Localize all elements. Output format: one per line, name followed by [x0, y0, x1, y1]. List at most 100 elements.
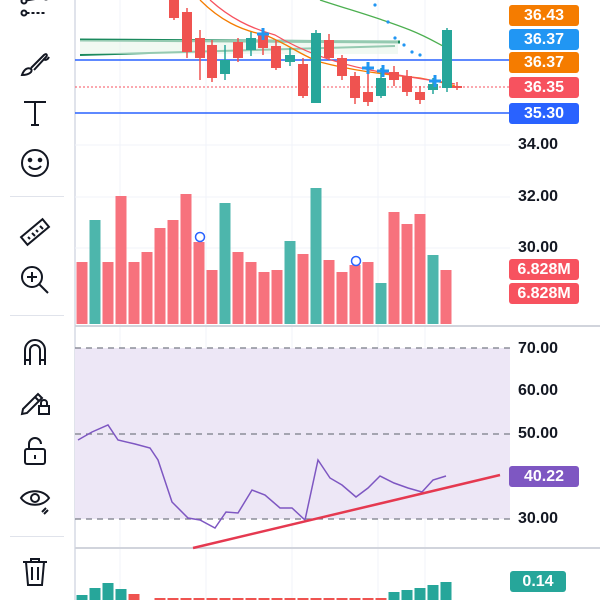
- ruler-tool-icon[interactable]: [12, 212, 58, 252]
- macd-bar: [271, 598, 283, 600]
- price-label-ma1: 36.43: [509, 5, 579, 26]
- volume-bar: [375, 283, 387, 324]
- unlock-tool-icon[interactable]: [12, 431, 58, 471]
- dot-indicator: [373, 3, 422, 57]
- candle-body: [376, 78, 386, 96]
- candle-body: [271, 46, 281, 68]
- volume-bar: [128, 262, 140, 324]
- volume-bar: [297, 254, 309, 324]
- candle-body: [402, 76, 412, 92]
- volume-bars[interactable]: [76, 188, 452, 324]
- candle-body: [337, 58, 347, 76]
- event-marker[interactable]: [194, 231, 206, 243]
- last-price-label: 36.35: [509, 77, 579, 98]
- macd-bar: [206, 598, 218, 600]
- macd-bar: [102, 583, 114, 600]
- event-marker[interactable]: [350, 255, 362, 267]
- macd-bar: [167, 598, 179, 600]
- rsi-axis-tick: 50.00: [518, 425, 559, 442]
- rsi-axis-tick: 70.00: [518, 340, 559, 357]
- macd-bar: [245, 598, 257, 600]
- volume-bar: [245, 262, 257, 324]
- candle-body: [258, 34, 268, 48]
- macd-bar: [258, 598, 270, 600]
- volume-bar: [206, 270, 218, 324]
- macd-bar: [401, 590, 413, 600]
- macd-bar: [336, 598, 348, 600]
- volume-bar: [115, 196, 127, 324]
- chart-canvas[interactable]: [75, 0, 600, 600]
- macd-bar: [115, 589, 127, 600]
- volume-bar: [76, 262, 88, 324]
- macd-bar: [388, 592, 400, 600]
- macd-bar: [193, 598, 205, 600]
- volume-bar: [219, 203, 231, 324]
- delete-tool-icon[interactable]: [12, 551, 58, 591]
- candle-body: [363, 92, 373, 102]
- macd-bar: [427, 585, 439, 600]
- macd-bar: [414, 588, 426, 600]
- volume-bar: [154, 228, 166, 324]
- candle-body: [298, 64, 308, 96]
- volume-bar: [193, 242, 205, 324]
- macd-bar: [362, 598, 374, 600]
- candle-body: [428, 84, 438, 90]
- brush-tool-icon[interactable]: [12, 44, 58, 84]
- rsi-axis-tick: 30.00: [518, 510, 559, 527]
- moving-average-line: [319, 0, 448, 49]
- rsi-trend-line[interactable]: [192, 473, 501, 550]
- macd-histogram[interactable]: [76, 582, 452, 600]
- macd-bar: [180, 598, 192, 600]
- text-tool-icon[interactable]: [12, 93, 58, 133]
- toolbar-divider: [10, 315, 64, 316]
- drawing-toolbar: [0, 0, 76, 600]
- macd-bar: [284, 598, 296, 600]
- volume-bar: [180, 194, 192, 324]
- emoji-tool-icon[interactable]: [12, 143, 58, 183]
- volume-bar: [89, 220, 101, 324]
- rsi-line[interactable]: [77, 424, 447, 529]
- price-axis-tick: 30.00: [518, 239, 559, 256]
- volume-bar: [427, 255, 439, 324]
- candle-body: [350, 76, 360, 98]
- volume-bar: [349, 265, 361, 324]
- macd-bar: [375, 598, 387, 600]
- macd-bar: [440, 582, 452, 600]
- rsi-axis-tick: 60.00: [518, 382, 559, 399]
- volume-label: 6.828M: [509, 259, 579, 280]
- macd-bar: [310, 598, 322, 600]
- magnet-tool-icon[interactable]: [12, 332, 58, 372]
- macd-bar: [297, 598, 309, 600]
- macd-bar: [76, 595, 88, 600]
- macd-bar: [89, 588, 101, 600]
- candle-body: [169, 0, 179, 18]
- zoom-in-tool-icon[interactable]: [12, 260, 58, 300]
- candle-body: [246, 38, 256, 50]
- candlestick-series[interactable]: [169, 0, 462, 106]
- price-label-ma2: 36.37: [509, 29, 579, 50]
- candle-body: [452, 86, 462, 88]
- trend-line-tool-icon[interactable]: [12, 0, 58, 30]
- candle-body: [195, 38, 205, 58]
- volume-bar: [141, 252, 153, 324]
- macd-bar: [128, 594, 140, 600]
- volume-bar: [271, 270, 283, 324]
- candle-body: [442, 30, 452, 88]
- volume-ma-label: 6.828M: [509, 283, 579, 304]
- level-price-label: 35.30: [509, 103, 579, 124]
- candle-body: [389, 72, 399, 80]
- price-axis-tick: 34.00: [518, 136, 559, 153]
- volume-bar: [284, 241, 296, 324]
- candle-body: [285, 55, 295, 62]
- toolbar-divider: [10, 196, 64, 197]
- macd-value-label: 0.14: [510, 571, 566, 592]
- volume-bar: [362, 262, 374, 324]
- macd-bar: [349, 598, 361, 600]
- visibility-tool-icon[interactable]: [12, 478, 58, 518]
- lock-drawing-tool-icon[interactable]: [12, 381, 58, 421]
- volume-bar: [323, 260, 335, 324]
- volume-bar: [440, 270, 452, 324]
- macd-bar: [232, 598, 244, 600]
- candle-body: [233, 42, 243, 58]
- candle-body: [182, 12, 192, 52]
